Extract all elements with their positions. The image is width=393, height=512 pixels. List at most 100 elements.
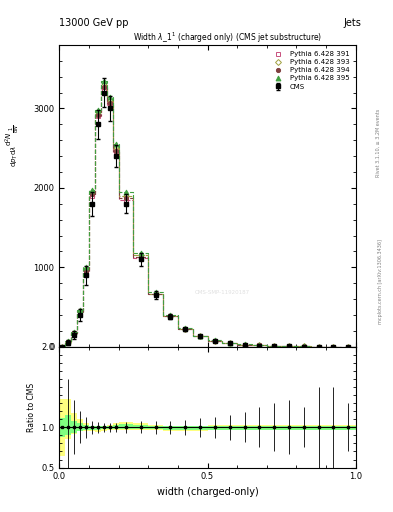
Pythia 6.428 393: [153, 290, 158, 296]
Pythia 6.428 391: [101, 86, 106, 92]
Pythia 6.428 394: [113, 147, 118, 154]
Pythia 6.428 394: [78, 309, 83, 315]
Pythia 6.428 394: [72, 330, 77, 336]
Pythia 6.428 391: [107, 101, 112, 108]
Pythia 6.428 395: [168, 312, 173, 318]
Pythia 6.428 391: [138, 255, 143, 261]
Pythia 6.428 393: [124, 193, 129, 199]
Pythia 6.428 394: [183, 326, 187, 332]
Pythia 6.428 393: [84, 266, 88, 272]
Text: Rivet 3.1.10, ≥ 3.2M events: Rivet 3.1.10, ≥ 3.2M events: [376, 109, 381, 178]
Text: $\frac{1}{\mathrm{d}N}$: $\frac{1}{\mathrm{d}N}$: [8, 124, 22, 133]
Pythia 6.428 394: [66, 339, 71, 345]
Pythia 6.428 393: [168, 313, 173, 319]
Pythia 6.428 394: [107, 100, 112, 106]
Pythia 6.428 391: [78, 310, 83, 316]
Pythia 6.428 394: [272, 343, 277, 349]
Pythia 6.428 391: [72, 330, 77, 336]
Pythia 6.428 391: [316, 344, 321, 350]
Pythia 6.428 391: [242, 342, 247, 348]
Pythia 6.428 393: [213, 337, 217, 344]
Text: Jets: Jets: [344, 18, 362, 28]
Pythia 6.428 395: [183, 325, 187, 331]
Pythia 6.428 395: [78, 307, 83, 313]
Pythia 6.428 391: [272, 343, 277, 349]
Pythia 6.428 394: [153, 291, 158, 297]
Pythia 6.428 394: [138, 254, 143, 260]
Pythia 6.428 393: [90, 189, 94, 195]
Pythia 6.428 393: [138, 252, 143, 259]
Pythia 6.428 391: [113, 149, 118, 155]
Pythia 6.428 394: [242, 342, 247, 348]
Pythia 6.428 394: [90, 191, 94, 197]
Pythia 6.428 394: [301, 344, 306, 350]
Pythia 6.428 395: [101, 78, 106, 84]
Pythia 6.428 393: [78, 308, 83, 314]
Pythia 6.428 393: [286, 343, 291, 349]
Pythia 6.428 394: [257, 343, 262, 349]
Pythia 6.428 391: [331, 344, 336, 350]
Pythia 6.428 395: [84, 264, 88, 270]
Pythia 6.428 394: [124, 195, 129, 201]
Pythia 6.428 393: [346, 344, 351, 350]
Pythia 6.428 393: [301, 344, 306, 350]
Pythia 6.428 395: [316, 344, 321, 350]
Pythia 6.428 393: [228, 340, 232, 346]
Pythia 6.428 391: [153, 291, 158, 297]
Pythia 6.428 393: [183, 326, 187, 332]
Pythia 6.428 391: [66, 339, 71, 345]
Pythia 6.428 393: [113, 145, 118, 151]
Pythia 6.428 393: [198, 333, 202, 339]
Pythia 6.428 393: [66, 338, 71, 345]
Pythia 6.428 394: [84, 267, 88, 273]
Text: $\mathrm{d}^2N$: $\mathrm{d}^2N$: [4, 131, 15, 146]
Legend: Pythia 6.428 391, Pythia 6.428 393, Pythia 6.428 394, Pythia 6.428 395, CMS: Pythia 6.428 391, Pythia 6.428 393, Pyth…: [267, 49, 352, 92]
Pythia 6.428 394: [331, 344, 336, 350]
Text: 13000 GeV pp: 13000 GeV pp: [59, 18, 129, 28]
Pythia 6.428 395: [331, 344, 336, 350]
X-axis label: width (charged-only): width (charged-only): [157, 487, 259, 497]
Pythia 6.428 395: [242, 342, 247, 348]
Pythia 6.428 393: [101, 81, 106, 88]
Text: Width $\lambda\_1^1$ (charged only) (CMS jet substructure): Width $\lambda\_1^1$ (charged only) (CMS…: [134, 30, 323, 45]
Pythia 6.428 395: [213, 337, 217, 344]
Pythia 6.428 395: [272, 343, 277, 349]
Pythia 6.428 394: [95, 112, 100, 118]
Pythia 6.428 393: [331, 344, 336, 350]
Pythia 6.428 395: [124, 189, 129, 195]
Pythia 6.428 395: [286, 343, 291, 349]
Pythia 6.428 395: [153, 289, 158, 295]
Pythia 6.428 391: [95, 113, 100, 119]
Pythia 6.428 391: [198, 333, 202, 339]
Pythia 6.428 395: [113, 141, 118, 147]
Pythia 6.428 391: [183, 326, 187, 332]
Pythia 6.428 391: [84, 268, 88, 274]
Pythia 6.428 393: [316, 344, 321, 350]
Pythia 6.428 391: [124, 197, 129, 203]
Line: Pythia 6.428 395: Pythia 6.428 395: [60, 78, 351, 349]
Pythia 6.428 394: [198, 333, 202, 339]
Pythia 6.428 391: [168, 313, 173, 319]
Y-axis label: Ratio to CMS: Ratio to CMS: [27, 382, 36, 432]
Pythia 6.428 394: [286, 343, 291, 349]
Pythia 6.428 395: [95, 107, 100, 113]
Pythia 6.428 395: [72, 329, 77, 335]
Pythia 6.428 391: [228, 340, 232, 346]
Pythia 6.428 394: [168, 313, 173, 319]
Pythia 6.428 393: [257, 343, 262, 349]
Pythia 6.428 391: [301, 344, 306, 350]
Pythia 6.428 394: [346, 344, 351, 350]
Pythia 6.428 391: [286, 343, 291, 349]
Pythia 6.428 391: [346, 344, 351, 350]
Pythia 6.428 391: [90, 193, 94, 199]
Text: CMS-SMP-11920187: CMS-SMP-11920187: [195, 290, 250, 295]
Pythia 6.428 395: [301, 344, 306, 350]
Pythia 6.428 395: [346, 344, 351, 350]
Pythia 6.428 395: [107, 94, 112, 100]
Pythia 6.428 393: [72, 329, 77, 335]
Pythia 6.428 395: [138, 250, 143, 256]
Pythia 6.428 394: [316, 344, 321, 350]
Pythia 6.428 394: [213, 337, 217, 344]
Pythia 6.428 394: [60, 344, 65, 350]
Pythia 6.428 391: [60, 344, 65, 350]
